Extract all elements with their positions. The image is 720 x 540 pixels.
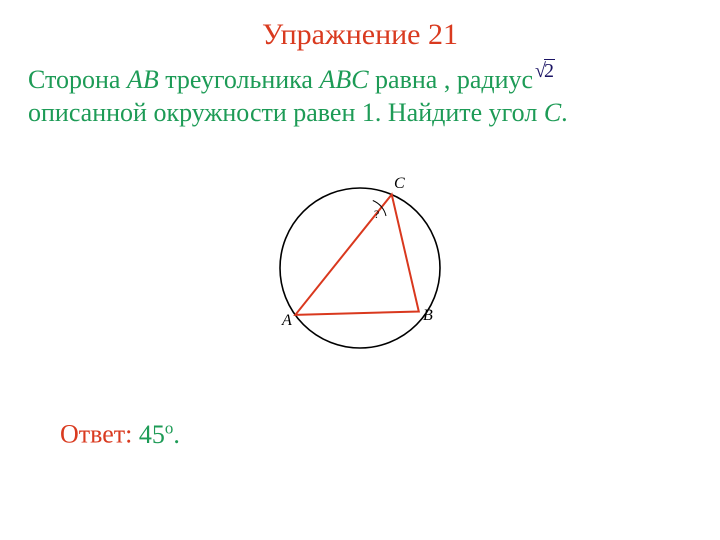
answer-suffix: . [173,420,180,449]
text-segment: . [561,98,568,127]
answer-base: 45 [139,420,165,449]
answer-label: Ответ: [60,420,139,449]
circumscribed-circle [280,188,440,348]
text-segment: Сторона [28,65,127,94]
variable-c: C [544,98,561,127]
text-segment: треугольника [165,65,319,94]
vertex-label-b: B [423,307,433,324]
sqrt-expression: √2 [535,60,555,83]
answer-value: 45о. [139,420,180,449]
problem-text: Сторона AB треугольника ABC равна , ради… [28,64,692,129]
vertex-label-c: C [394,175,405,192]
radicand: 2 [544,59,555,82]
vertex-label-a: A [281,312,292,329]
angle-question-mark: ? [374,207,379,221]
triangle-abc [295,195,419,315]
variable-ab: AB [127,65,165,94]
text-segment: равна , радиус [369,65,534,94]
slide: Упражнение 21 Сторона AB треугольника AB… [0,0,720,540]
text-segment: описанной окружности равен 1. Найдите уг… [28,98,544,127]
variable-abc: ABC [319,65,368,94]
exercise-title: Упражнение 21 [0,18,720,52]
answer-line: Ответ: 45о. [60,418,180,450]
geometry-diagram: ? A B C [260,168,460,368]
